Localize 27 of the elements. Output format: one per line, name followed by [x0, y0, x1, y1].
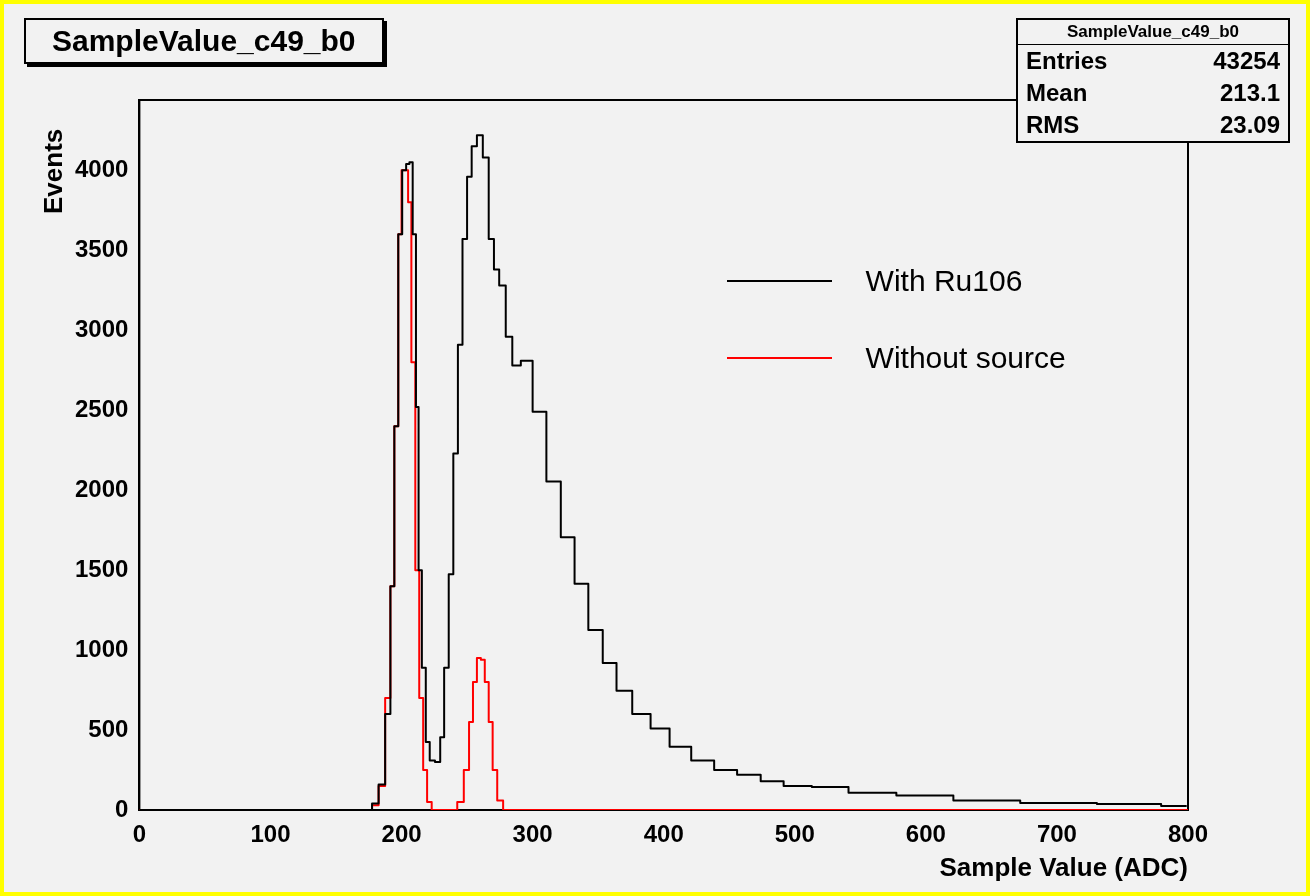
y-tick-label: 1500: [75, 554, 129, 582]
legend-label: With Ru106: [865, 263, 1023, 298]
y-tick-label: 3000: [75, 314, 129, 342]
x-tick-label: 400: [643, 820, 684, 848]
y-tick-label: 1000: [75, 634, 129, 662]
y-axis-title: Events: [38, 128, 69, 214]
x-axis-title: Sample Value (ADC): [939, 851, 1188, 882]
x-tick-label: 100: [250, 820, 291, 848]
y-tick-label: 2500: [75, 394, 129, 422]
x-tick-label: 300: [512, 820, 553, 848]
chart-title: SampleValue_c49_b0: [24, 18, 384, 64]
x-tick-label: 200: [381, 820, 422, 848]
text: RMS 23.09: [1026, 111, 1280, 138]
y-tick-label: 500: [88, 714, 129, 742]
x-tick-label: 600: [905, 820, 946, 848]
y-tick-label: 2000: [75, 474, 129, 502]
text: SampleValue_c49_b0: [1018, 20, 1288, 45]
x-tick-label: 700: [1036, 820, 1077, 848]
y-tick-label: 4000: [75, 154, 129, 182]
y-tick-label: 3500: [75, 234, 129, 262]
text: Entries 43254: [1026, 47, 1280, 74]
x-tick-label: 800: [1167, 820, 1209, 848]
x-tick-label: 500: [774, 820, 815, 848]
legend-label: Without source: [865, 340, 1066, 375]
x-tick-label: 0: [132, 820, 147, 848]
text: Mean 213.1: [1026, 79, 1280, 106]
y-tick-label: 0: [115, 794, 129, 822]
